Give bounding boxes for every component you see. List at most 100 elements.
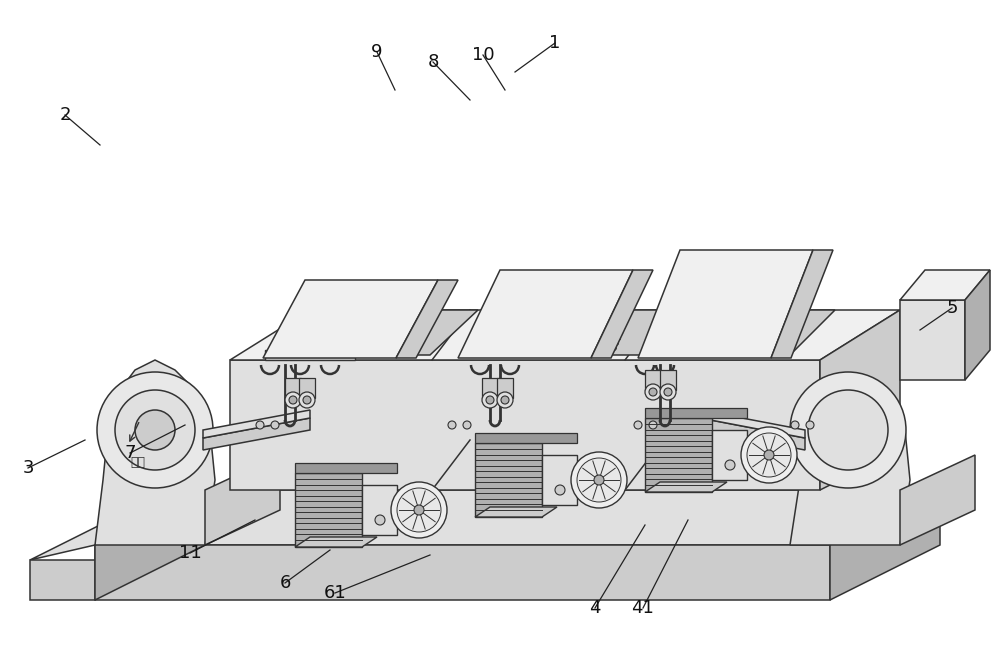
Circle shape <box>299 392 315 408</box>
Circle shape <box>500 311 505 315</box>
Circle shape <box>711 336 716 340</box>
Circle shape <box>508 325 513 331</box>
Polygon shape <box>660 370 676 390</box>
Polygon shape <box>265 310 478 355</box>
Circle shape <box>701 325 706 331</box>
Circle shape <box>544 340 549 346</box>
Circle shape <box>719 315 724 321</box>
Circle shape <box>622 321 627 325</box>
Circle shape <box>571 452 627 508</box>
Polygon shape <box>458 270 633 358</box>
Circle shape <box>388 311 393 315</box>
Circle shape <box>392 336 397 340</box>
Circle shape <box>310 331 315 336</box>
Text: 61: 61 <box>324 584 346 602</box>
Circle shape <box>574 336 579 340</box>
Circle shape <box>514 346 518 350</box>
Circle shape <box>276 346 281 350</box>
Polygon shape <box>645 370 661 390</box>
Circle shape <box>570 346 574 350</box>
Circle shape <box>578 325 583 331</box>
Circle shape <box>316 315 321 321</box>
Polygon shape <box>30 490 205 560</box>
Circle shape <box>764 450 774 460</box>
Circle shape <box>713 331 718 336</box>
Polygon shape <box>638 250 813 358</box>
Circle shape <box>336 336 341 340</box>
Circle shape <box>564 325 569 331</box>
Circle shape <box>284 325 289 331</box>
Polygon shape <box>965 270 990 380</box>
Circle shape <box>522 325 527 331</box>
Circle shape <box>614 340 619 346</box>
Circle shape <box>678 346 684 350</box>
Circle shape <box>568 315 573 321</box>
Circle shape <box>486 346 490 350</box>
Circle shape <box>500 346 505 350</box>
Circle shape <box>372 315 377 321</box>
Circle shape <box>326 325 331 331</box>
Circle shape <box>348 340 353 346</box>
Circle shape <box>290 346 295 350</box>
Polygon shape <box>645 482 727 492</box>
Circle shape <box>306 340 311 346</box>
Circle shape <box>612 346 616 350</box>
Circle shape <box>582 315 587 321</box>
Circle shape <box>554 315 559 321</box>
Circle shape <box>808 390 888 470</box>
Circle shape <box>775 315 780 321</box>
Circle shape <box>570 311 575 315</box>
Circle shape <box>490 336 495 340</box>
Circle shape <box>664 388 672 396</box>
Circle shape <box>516 340 521 346</box>
Polygon shape <box>95 490 205 600</box>
Circle shape <box>280 336 285 340</box>
Circle shape <box>382 325 387 331</box>
Circle shape <box>314 321 319 325</box>
Circle shape <box>294 336 299 340</box>
Text: 41: 41 <box>632 599 654 617</box>
Text: 1: 1 <box>549 34 561 52</box>
Circle shape <box>115 390 195 470</box>
Circle shape <box>739 336 744 340</box>
Circle shape <box>504 336 509 340</box>
Circle shape <box>790 372 906 488</box>
Circle shape <box>296 331 301 336</box>
Circle shape <box>518 336 523 340</box>
Circle shape <box>400 315 405 321</box>
Circle shape <box>671 331 676 336</box>
Polygon shape <box>265 350 355 360</box>
Circle shape <box>769 331 774 336</box>
Circle shape <box>705 315 710 321</box>
Circle shape <box>506 331 511 336</box>
Polygon shape <box>700 418 805 450</box>
Polygon shape <box>203 418 310 450</box>
Circle shape <box>560 336 565 340</box>
Circle shape <box>645 384 661 400</box>
Circle shape <box>528 346 532 350</box>
Text: 4: 4 <box>589 599 601 617</box>
Circle shape <box>534 331 539 336</box>
Circle shape <box>404 340 409 346</box>
Circle shape <box>298 325 303 331</box>
Circle shape <box>312 325 317 331</box>
Circle shape <box>510 321 515 325</box>
Circle shape <box>594 321 599 325</box>
Circle shape <box>771 325 776 331</box>
Circle shape <box>733 315 738 321</box>
Polygon shape <box>900 300 965 380</box>
Circle shape <box>332 311 337 315</box>
Circle shape <box>463 421 471 429</box>
Circle shape <box>550 325 555 331</box>
Circle shape <box>496 321 501 325</box>
Circle shape <box>356 321 361 325</box>
Circle shape <box>292 340 297 346</box>
Circle shape <box>576 331 581 336</box>
Circle shape <box>659 325 664 331</box>
Circle shape <box>653 340 658 346</box>
Polygon shape <box>542 455 577 505</box>
Circle shape <box>747 433 791 477</box>
Circle shape <box>556 311 561 315</box>
Circle shape <box>606 325 611 331</box>
Circle shape <box>374 346 379 350</box>
